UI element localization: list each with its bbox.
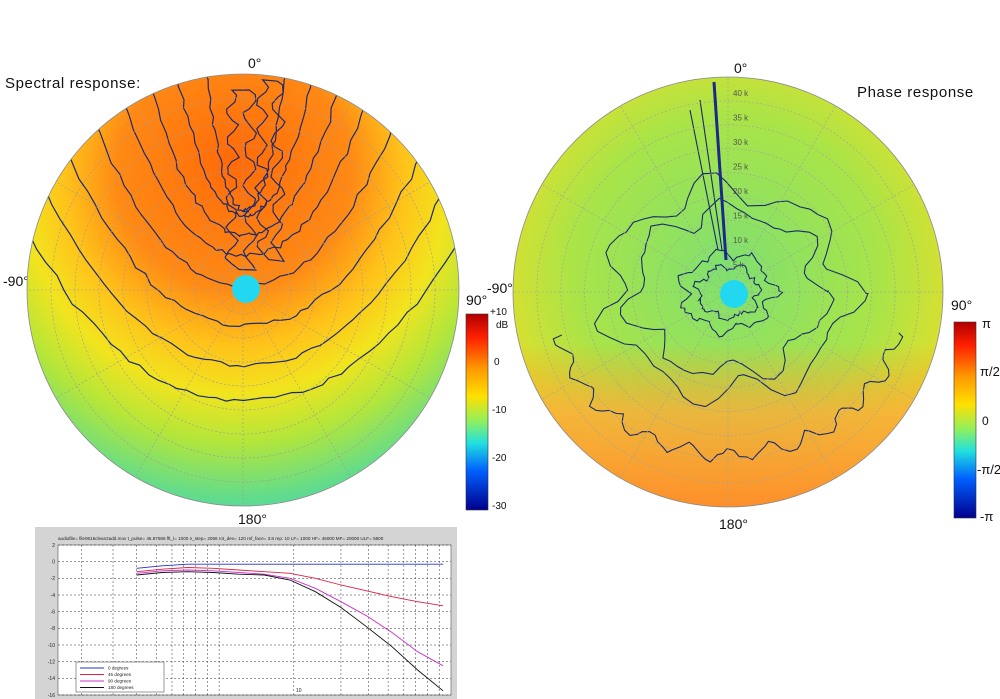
phase-cb-tick-1: π	[982, 316, 991, 331]
phase-grid-ring	[655, 220, 800, 364]
spectral-contour	[135, 74, 358, 238]
series-line-0	[136, 563, 444, 569]
spectral-colorbar	[465, 313, 489, 511]
phase-cb-tick-2: π/2	[980, 364, 1000, 379]
spectral-polar-plot	[27, 74, 459, 506]
spectral-grid-spoke	[134, 289, 244, 478]
phase-grid-ring	[584, 148, 872, 436]
spectral-cb-tick-3: -10	[492, 405, 507, 416]
phase-grid-ring	[703, 267, 753, 317]
spectral-contour	[203, 74, 288, 213]
spectral-angle-left: -90°	[3, 273, 29, 289]
phase-title: Phase response	[857, 84, 974, 101]
phase-contour	[677, 248, 784, 338]
spectral-contour	[30, 74, 459, 328]
spectral-grid-spoke	[55, 181, 244, 291]
spectral-angle-right: 90°	[466, 292, 488, 308]
legend-label: 180 degrees	[108, 685, 134, 690]
y-tick-label: -6	[51, 609, 56, 615]
phase-radial-label: 25 k	[733, 163, 749, 172]
phase-polar-plot	[513, 77, 943, 507]
phase-contour	[692, 263, 763, 322]
legend-label: 90 degrees	[108, 679, 132, 684]
series-line-3	[136, 571, 444, 692]
phase-contour	[689, 109, 719, 251]
y-tick-label: -14	[48, 676, 55, 682]
spectral-grid-spoke	[55, 289, 244, 399]
spectral-cb-unit: dB	[496, 320, 509, 331]
phase-radial-label: 30 k	[733, 138, 749, 147]
phase-radial-label: 20 k	[733, 187, 749, 196]
y-tick-label: -12	[48, 659, 55, 665]
phase-radial-label: 40 k	[733, 89, 749, 98]
y-tick-label: -10	[48, 643, 55, 649]
phase-grid-ring	[679, 243, 777, 341]
spectral-center-dot	[232, 275, 260, 303]
phase-angle-bottom: 180°	[719, 516, 748, 532]
spectral-contour	[27, 78, 459, 368]
spectral-grid-spoke	[242, 289, 431, 399]
series-line-1	[136, 567, 444, 607]
spectral-grid-spoke	[242, 289, 352, 478]
phase-contour	[552, 332, 904, 463]
series-line-2	[136, 569, 444, 667]
spectral-angle-top: 0°	[248, 55, 262, 71]
phase-radial-label: 10 k	[733, 236, 749, 245]
phase-angle-left: -90°	[487, 280, 513, 296]
legend-label: 45 degrees	[108, 672, 132, 677]
y-tick-label: 0	[52, 559, 55, 565]
y-tick-label: -4	[51, 593, 56, 599]
phase-radial-label: 15 k	[733, 212, 749, 221]
spectral-grid-spoke	[242, 102, 352, 291]
phase-colorbar	[953, 321, 977, 519]
y-tick-label: 2	[52, 543, 55, 549]
phase-spike	[712, 81, 728, 261]
phase-center-dot	[720, 280, 748, 308]
phase-cb-tick-4: -π/2	[977, 462, 1000, 477]
phase-contour	[699, 99, 723, 251]
phase-radial-label: 35 k	[733, 114, 749, 123]
spectral-contour	[254, 79, 286, 263]
line-chart-header: audiofile= file0615clean2add.mov t_pulse…	[58, 536, 384, 541]
y-tick-label: -8	[51, 626, 56, 632]
spectral-angle-bottom: 180°	[238, 511, 267, 527]
phase-grid-ring	[560, 124, 896, 460]
legend-label: 0 degrees	[108, 666, 129, 671]
phase-grid-ring	[536, 100, 920, 484]
y-tick-label: -2	[51, 576, 56, 582]
phase-grid-ring	[608, 172, 848, 412]
spectral-grid-spoke	[242, 181, 431, 291]
phase-contour	[619, 197, 835, 380]
x-tick-label: 10	[296, 688, 302, 694]
spectral-cb-tick-2: 0	[494, 357, 500, 368]
phase-angle-right: 90°	[951, 297, 973, 313]
spectral-cb-tick-1: +10	[490, 307, 507, 318]
phase-radial-label: 5 k	[733, 261, 745, 270]
spectral-cb-tick-5: -30	[492, 501, 507, 512]
phase-cb-tick-5: -π	[980, 509, 994, 524]
phase-grid-ring	[632, 196, 824, 388]
spectral-contour	[167, 74, 321, 218]
phase-cb-tick-3: 0	[982, 414, 989, 428]
phase-angle-top: 0°	[734, 60, 748, 76]
phase-contour	[593, 172, 869, 408]
spectral-cb-tick-4: -20	[492, 453, 507, 464]
spectral-grid-spoke	[134, 102, 244, 291]
spectral-contour	[27, 98, 459, 402]
spectral-title: Spectral response:	[5, 75, 141, 92]
y-tick-label: -16	[48, 693, 55, 699]
